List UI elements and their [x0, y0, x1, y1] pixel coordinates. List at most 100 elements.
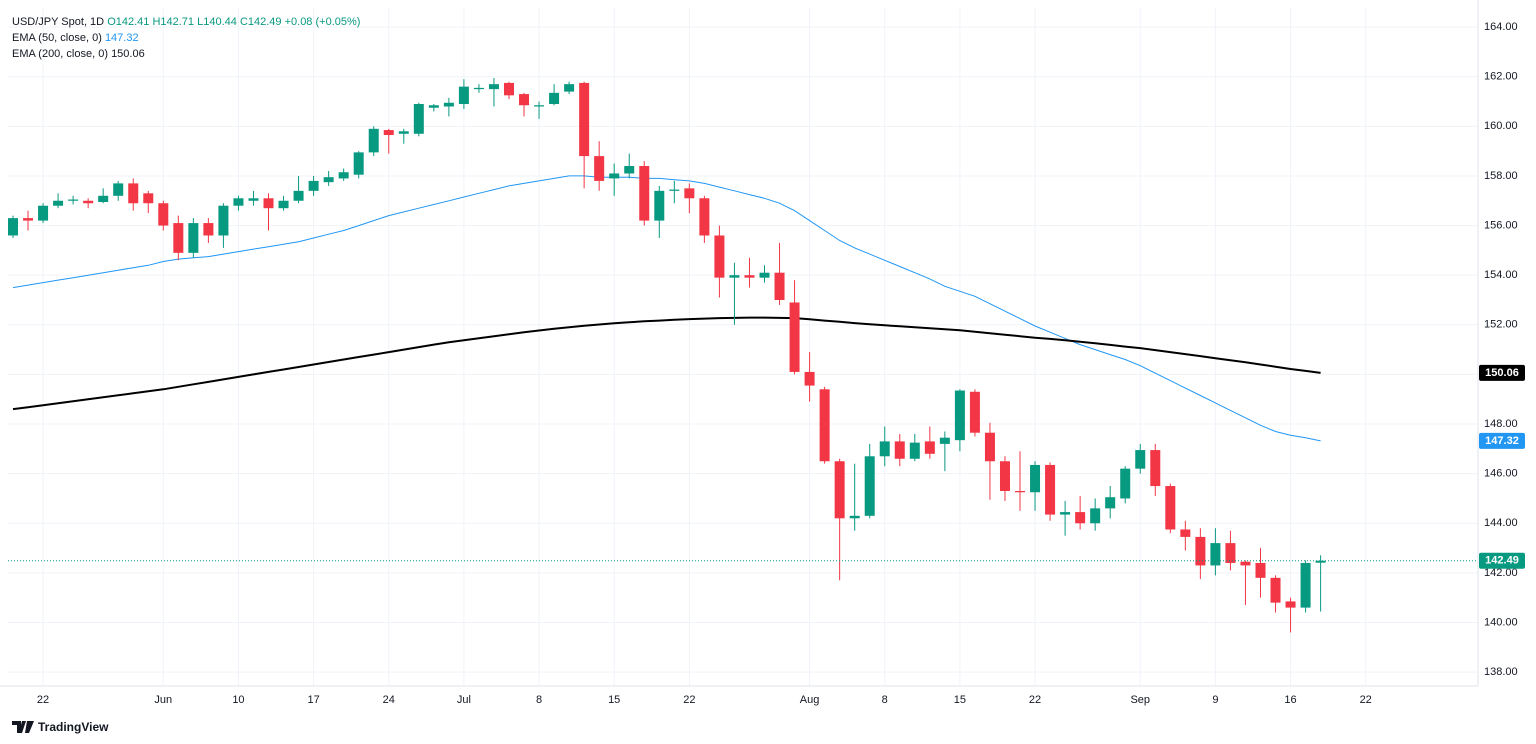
candle-body: [984, 432, 995, 462]
candle-body: [804, 371, 815, 386]
candle-body: [774, 272, 785, 300]
ema-line: [12, 175, 1321, 442]
low-label: L140.44: [197, 16, 237, 28]
candle-body: [1015, 491, 1026, 493]
candle-body: [744, 275, 755, 278]
price-tag: [1479, 552, 1525, 569]
candle-body: [729, 275, 740, 278]
candle-body: [1315, 560, 1326, 563]
candle-body: [248, 198, 259, 201]
logo: [12, 721, 34, 733]
candle-body: [1060, 512, 1071, 515]
candle-body: [954, 390, 965, 441]
candle-body: [714, 235, 725, 278]
candle-body: [939, 437, 950, 444]
candle-body: [594, 156, 605, 181]
x-tick-label: 24: [383, 694, 395, 706]
candle-body: [263, 198, 274, 209]
candle-body: [338, 172, 349, 179]
y-tick-label: 164.00: [1484, 21, 1518, 33]
candle-body: [488, 84, 499, 90]
ema-value: 150.06: [111, 48, 145, 60]
candle-body: [789, 302, 800, 372]
candle-body: [1045, 464, 1056, 515]
x-tick-label: 15: [608, 694, 620, 706]
candle-body: [8, 218, 18, 236]
x-tick-label: 15: [954, 694, 966, 706]
candle-body: [473, 87, 484, 90]
x-tick-label: 8: [536, 694, 542, 706]
candle-body: [1285, 601, 1296, 608]
candle-body: [113, 183, 124, 196]
candle-body: [1300, 562, 1311, 608]
candle-body: [624, 166, 635, 174]
price-tag-label: 142.49: [1485, 555, 1519, 567]
high-label: H142.71: [152, 16, 195, 28]
candle-body: [834, 461, 845, 519]
price-tag: [1479, 432, 1525, 449]
x-tick-label: Aug: [800, 694, 820, 706]
y-tick-label: 152.00: [1484, 319, 1518, 331]
candle-body: [158, 203, 169, 226]
candle-body: [549, 92, 560, 105]
candle-body: [38, 205, 49, 221]
candle-body: [218, 205, 229, 236]
candle-body: [1120, 468, 1131, 499]
candle-body: [564, 84, 575, 92]
y-tick-label: 142.00: [1484, 567, 1518, 579]
y-tick-label: 138.00: [1484, 666, 1518, 678]
candle-body: [128, 183, 139, 204]
candle-body: [819, 389, 830, 462]
y-tick-label: 154.00: [1484, 269, 1518, 281]
candle-body: [23, 218, 34, 221]
candle-body: [894, 441, 905, 459]
x-tick-label: 8: [882, 694, 888, 706]
candle-body: [308, 180, 319, 191]
candle-body: [368, 128, 379, 153]
candle-body: [458, 86, 469, 105]
ema-name: EMA (200, close, 0): [12, 48, 108, 60]
y-tick-label: 162.00: [1484, 71, 1518, 83]
candle-body: [278, 200, 289, 209]
candle-body: [443, 102, 454, 107]
candle-body: [53, 200, 64, 206]
ema-value: 147.32: [104, 32, 139, 44]
candle-body: [143, 193, 154, 204]
candle-body: [639, 166, 650, 221]
candle-body: [233, 198, 244, 206]
ema-row: EMA (50, close, 0) 147.32: [12, 30, 360, 46]
candle-body: [1195, 536, 1206, 566]
candle-body: [654, 190, 665, 221]
y-tick-label: 158.00: [1484, 170, 1518, 182]
candle-body: [669, 189, 680, 191]
brand-name: TradingView: [38, 720, 109, 734]
ema-line: [12, 316, 1321, 411]
candle-body: [503, 82, 514, 96]
x-tick-label: 22: [683, 694, 695, 706]
y-tick-label: 146.00: [1484, 468, 1518, 480]
candle-body: [1165, 486, 1176, 530]
candle-body: [579, 82, 590, 157]
candle-body: [699, 198, 710, 236]
candle-body: [924, 441, 935, 454]
candle-body: [684, 188, 695, 199]
candle-body: [1255, 562, 1266, 578]
candle-body: [398, 131, 409, 134]
y-tick-label: 156.00: [1484, 219, 1518, 231]
y-tick-label: 144.00: [1484, 517, 1518, 529]
candle-body: [173, 223, 184, 253]
candle-body: [383, 130, 394, 136]
candle-body: [188, 223, 199, 253]
price-tag: [1479, 364, 1525, 381]
candle-body: [1135, 450, 1146, 469]
candle-body: [1075, 512, 1086, 524]
close-label: C142.49: [239, 16, 282, 28]
candle-body: [98, 195, 109, 202]
y-tick-label: 140.00: [1484, 616, 1518, 628]
x-tick-label: 22: [1029, 694, 1041, 706]
x-tick-label: 17: [307, 694, 319, 706]
x-tick-label: Sep: [1130, 694, 1150, 706]
branding: TradingView: [12, 720, 108, 734]
ema-row: EMA (200, close, 0) 150.06: [12, 46, 360, 62]
